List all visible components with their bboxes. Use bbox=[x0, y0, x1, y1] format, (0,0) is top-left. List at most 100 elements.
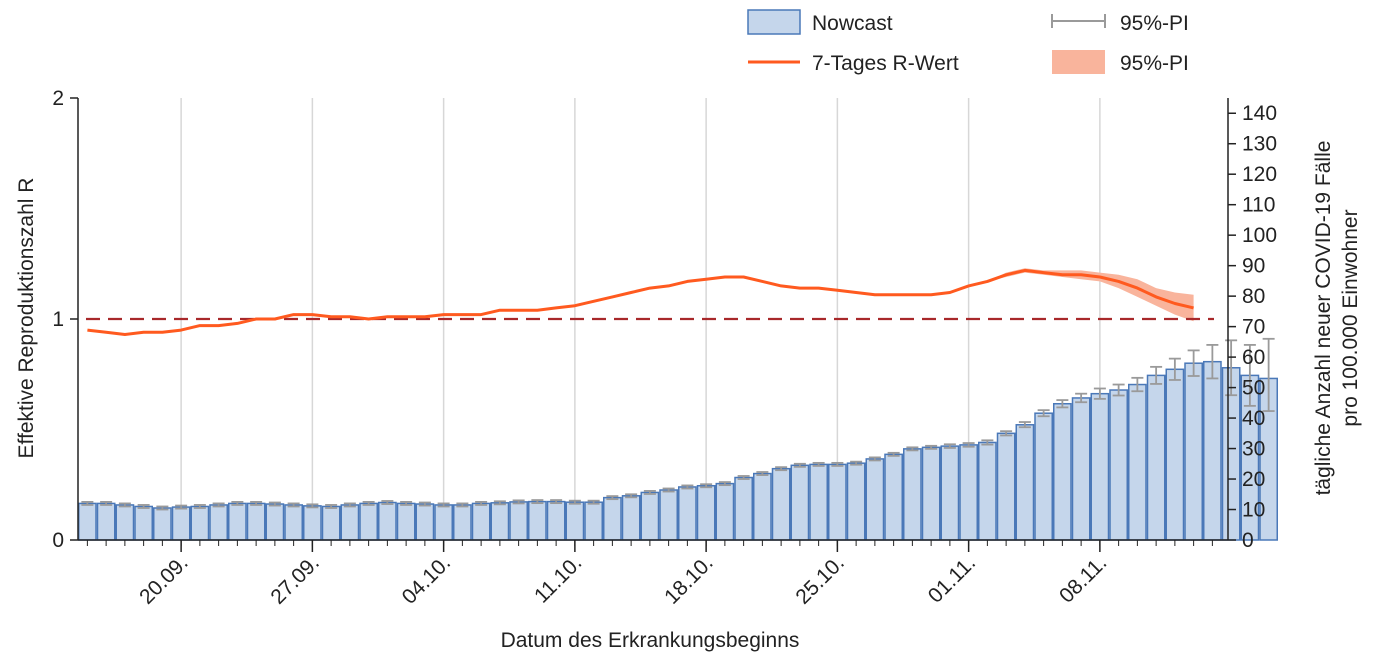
nowcast-bar-34 bbox=[715, 482, 735, 541]
right-tick-label-9: 90 bbox=[1242, 255, 1265, 278]
right-tick-label-3: 30 bbox=[1242, 438, 1265, 461]
error-bar-8 bbox=[231, 500, 244, 506]
x-tick-label-0: 20.09. bbox=[135, 551, 193, 609]
nowcast-bar-56 bbox=[1128, 383, 1147, 541]
x-tick-label-5: 25.10. bbox=[791, 551, 849, 609]
nowcast-bar-13 bbox=[321, 505, 341, 541]
right-tick-label-12: 120 bbox=[1242, 163, 1277, 186]
legend-rline-label: 7-Tages R-Wert bbox=[812, 52, 959, 75]
nowcast-bar-18 bbox=[415, 503, 435, 541]
error-bar-19 bbox=[437, 502, 450, 508]
left-y-axis-label: Effektive Reproduktionszahl R bbox=[15, 178, 38, 459]
nowcast-bar-26 bbox=[565, 501, 585, 541]
nowcast-bar-57 bbox=[1146, 374, 1166, 541]
right-y-axis-label-line1: tägliche Anzahl neuer COVID-19 Fälle bbox=[1312, 141, 1335, 496]
nowcast-bar-51 bbox=[1034, 412, 1053, 541]
legend-rband-label: 95%-PI bbox=[1120, 52, 1189, 75]
right-tick-label-2: 20 bbox=[1242, 468, 1265, 491]
nowcast-bar-29 bbox=[621, 495, 641, 541]
nowcast-bar-8 bbox=[228, 502, 247, 541]
error-bar-53 bbox=[1075, 392, 1088, 404]
nowcast-bar-14 bbox=[340, 504, 360, 541]
error-bar-28 bbox=[606, 495, 619, 501]
nowcast-bar-7 bbox=[209, 504, 228, 541]
right-tick-label-5: 50 bbox=[1242, 377, 1265, 400]
nowcast-bar-31 bbox=[659, 489, 678, 541]
right-tick-label-11: 110 bbox=[1242, 194, 1275, 217]
error-bar-9 bbox=[250, 500, 263, 506]
x-tick-label-3: 11.10. bbox=[530, 551, 586, 607]
error-bar-55 bbox=[1112, 383, 1125, 397]
error-bar-24 bbox=[531, 499, 544, 505]
error-bar-7 bbox=[212, 502, 225, 508]
nowcast-bar-41 bbox=[846, 462, 866, 541]
error-bar-43 bbox=[887, 451, 900, 457]
x-tick-label-6: 01.11. bbox=[924, 551, 980, 607]
error-bar-14 bbox=[343, 502, 356, 508]
nowcast-bar-9 bbox=[246, 502, 266, 541]
nowcast-bar-32 bbox=[678, 486, 697, 541]
error-bar-54 bbox=[1093, 387, 1106, 400]
error-bar-18 bbox=[418, 501, 431, 507]
error-bar-12 bbox=[306, 503, 319, 509]
error-bar-25 bbox=[550, 499, 563, 505]
error-bar-52 bbox=[1056, 399, 1069, 409]
error-bar-34 bbox=[718, 481, 731, 487]
error-bar-15 bbox=[362, 500, 375, 506]
nowcast-bar-16 bbox=[378, 501, 397, 541]
error-bar-5 bbox=[175, 504, 188, 510]
error-bar-21 bbox=[475, 500, 488, 506]
nowcast-bar-21 bbox=[471, 502, 491, 541]
error-bar-50 bbox=[1018, 421, 1031, 429]
error-bar-51 bbox=[1037, 409, 1050, 418]
nowcast-bar-54 bbox=[1090, 392, 1110, 541]
legend: Nowcast 95%-PI 7-Tages R-Wert 95%-PI bbox=[747, 9, 1189, 75]
error-bar-62 bbox=[1243, 344, 1256, 407]
nowcast-bar-3 bbox=[134, 505, 153, 541]
legend-rband-swatch bbox=[1052, 50, 1105, 74]
legend-nowcast-swatch bbox=[747, 9, 801, 35]
nowcast-bar-42 bbox=[865, 458, 885, 541]
error-bar-35 bbox=[737, 475, 750, 480]
error-bar-49 bbox=[1000, 430, 1013, 437]
error-bar-11 bbox=[287, 502, 300, 508]
nowcast-bar-25 bbox=[546, 500, 566, 541]
error-bar-57 bbox=[1150, 365, 1163, 385]
nowcast-bar-39 bbox=[809, 463, 828, 541]
nowcast-bar-5 bbox=[171, 506, 191, 541]
error-bar-41 bbox=[850, 460, 863, 466]
error-bar-44 bbox=[906, 446, 919, 452]
x-tick-label-4: 18.10. bbox=[660, 551, 718, 609]
nowcast-bar-46 bbox=[940, 445, 960, 541]
r-value-line bbox=[87, 268, 1194, 336]
x-tick-label-2: 04.10. bbox=[398, 551, 456, 609]
error-bar-37 bbox=[775, 466, 788, 472]
error-bar-40 bbox=[831, 461, 844, 467]
x-tick-label-1: 27.09. bbox=[266, 551, 324, 609]
error-bar-0 bbox=[81, 500, 94, 506]
nowcast-bar-43 bbox=[884, 453, 903, 541]
nowcast-error-bars bbox=[81, 337, 1275, 511]
error-bar-39 bbox=[812, 461, 825, 467]
left-tick-label-0: 0 bbox=[52, 529, 64, 552]
error-bar-45 bbox=[925, 444, 938, 450]
error-bar-29 bbox=[625, 493, 638, 499]
error-bar-38 bbox=[793, 462, 806, 468]
nowcast-bar-1 bbox=[96, 502, 116, 541]
x-tick-label-7: 08.11. bbox=[1055, 551, 1111, 607]
error-bar-46 bbox=[943, 443, 956, 449]
error-bar-58 bbox=[1168, 357, 1181, 381]
error-bar-2 bbox=[118, 502, 131, 508]
nowcast-bar-40 bbox=[828, 463, 847, 541]
right-tick-label-6: 60 bbox=[1242, 346, 1265, 369]
nowcast-bar-20 bbox=[453, 504, 472, 541]
nowcast-bar-0 bbox=[78, 502, 97, 541]
nowcast-bar-12 bbox=[303, 505, 322, 541]
error-bar-59 bbox=[1187, 349, 1200, 377]
error-bar-36 bbox=[756, 471, 769, 476]
right-tick-label-13: 130 bbox=[1242, 133, 1277, 156]
error-bar-17 bbox=[400, 500, 413, 506]
right-y-axis-label-line2: pro 100.000 Einwohner bbox=[1339, 209, 1362, 426]
error-bar-48 bbox=[981, 439, 994, 446]
